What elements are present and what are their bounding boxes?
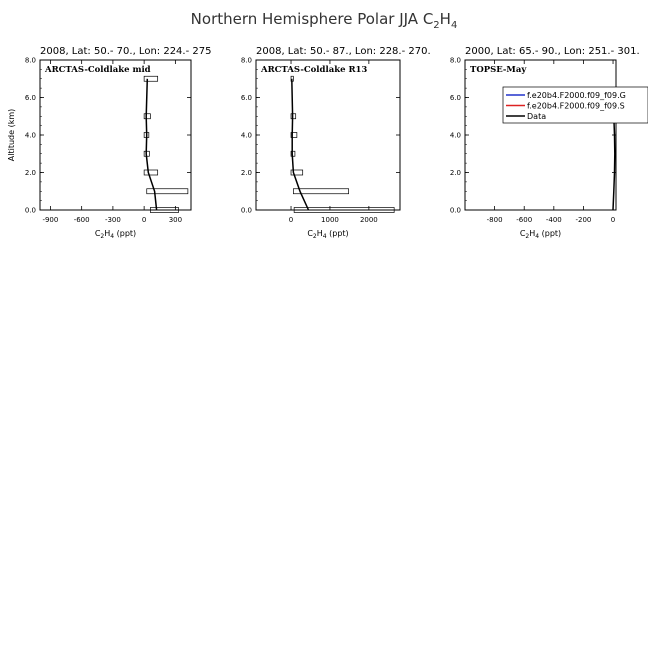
x-tick-label: -300 bbox=[105, 216, 121, 224]
range-box bbox=[143, 169, 159, 176]
series-line-data bbox=[291, 78, 310, 211]
range-box bbox=[150, 207, 179, 213]
y-tick-label: 0.0 bbox=[450, 207, 461, 215]
x-tick-label: 0 bbox=[142, 216, 146, 224]
y-tick-label: 4.0 bbox=[450, 132, 461, 140]
legend-label: f.e20b4.F2000.f09_f09.G bbox=[527, 91, 626, 100]
range-box bbox=[293, 207, 395, 213]
x-tick-label: -200 bbox=[575, 216, 591, 224]
panel-header: 2008, Lat: 50.- 87., Lon: 228.- 270. bbox=[256, 46, 431, 57]
x-tick-label: -600 bbox=[74, 216, 90, 224]
y-tick-label: 4.0 bbox=[241, 132, 252, 140]
x-tick-label: 2000 bbox=[360, 216, 378, 224]
panel-header: 2008, Lat: 50.- 70., Lon: 224.- 275 bbox=[40, 46, 211, 57]
y-tick-label: 2.0 bbox=[241, 169, 252, 177]
x-tick-label: 0 bbox=[611, 216, 615, 224]
series-line-data bbox=[145, 78, 158, 211]
y-tick-label: 0.0 bbox=[241, 207, 252, 215]
chart-panel-1: 2008, Lat: 50.- 70., Lon: 224.- 275 0.0 2.… bbox=[7, 46, 211, 240]
range-box bbox=[146, 188, 189, 195]
x-tick-label: -400 bbox=[546, 216, 562, 224]
y-tick-label: 6.0 bbox=[25, 94, 36, 102]
x-axis-label: C2H4 (ppt) bbox=[307, 229, 348, 240]
y-tick-label: 0.0 bbox=[25, 207, 36, 215]
range-box bbox=[143, 113, 151, 120]
y-tick-label: 6.0 bbox=[450, 94, 461, 102]
chart-panel-3: 2000, Lat: 65.- 90., Lon: 251.- 301. 0.0 2… bbox=[450, 46, 640, 240]
range-box bbox=[290, 169, 304, 176]
legend-box bbox=[502, 86, 648, 124]
range-box bbox=[290, 113, 297, 120]
chart-panel-2: 2008, Lat: 50.- 87., Lon: 228.- 270. 0.0 2… bbox=[241, 46, 431, 240]
plot-frame bbox=[39, 59, 192, 211]
campaign-label: ARCTAS-Coldlake mid bbox=[44, 65, 151, 75]
legend: f.e20b4.F2000.f09_f09.G f.e20b4.F2000.f09… bbox=[502, 86, 648, 124]
campaign-label: ARCTAS-Coldlake R13 bbox=[260, 65, 367, 75]
y-tick-label: 4.0 bbox=[25, 132, 36, 140]
legend-label: f.e20b4.F2000.f09_f09.S bbox=[527, 102, 625, 111]
x-axis-label: C2H4 (ppt) bbox=[520, 229, 561, 240]
y-tick-label: 2.0 bbox=[25, 169, 36, 177]
range-box bbox=[293, 188, 349, 195]
y-tick-label: 2.0 bbox=[450, 169, 461, 177]
y-tick-label: 8.0 bbox=[450, 57, 461, 65]
y-tick-label: 8.0 bbox=[25, 57, 36, 65]
legend-label: Data bbox=[527, 112, 546, 121]
x-axis-label: C2H4 (ppt) bbox=[95, 229, 136, 240]
y-axis-label: Altitude (km) bbox=[7, 109, 16, 161]
x-tick-label: -800 bbox=[487, 216, 503, 224]
series-line-data bbox=[612, 116, 616, 211]
figure-title: Northern Hemisphere Polar JJA C2H4 bbox=[191, 10, 458, 31]
x-tick-label: 300 bbox=[169, 216, 182, 224]
y-tick-label: 8.0 bbox=[241, 57, 252, 65]
range-box bbox=[143, 75, 159, 82]
plot-frame bbox=[255, 59, 401, 211]
range-box bbox=[290, 132, 298, 138]
x-tick-label: 1000 bbox=[321, 216, 339, 224]
panel-header: 2000, Lat: 65.- 90., Lon: 251.- 301. bbox=[465, 46, 640, 57]
campaign-label: TOPSE-May bbox=[470, 65, 527, 75]
plot-frame bbox=[464, 59, 617, 211]
x-tick-label: -900 bbox=[42, 216, 58, 224]
y-tick-label: 6.0 bbox=[241, 94, 252, 102]
x-tick-label: -600 bbox=[516, 216, 532, 224]
x-tick-label: 0 bbox=[289, 216, 293, 224]
